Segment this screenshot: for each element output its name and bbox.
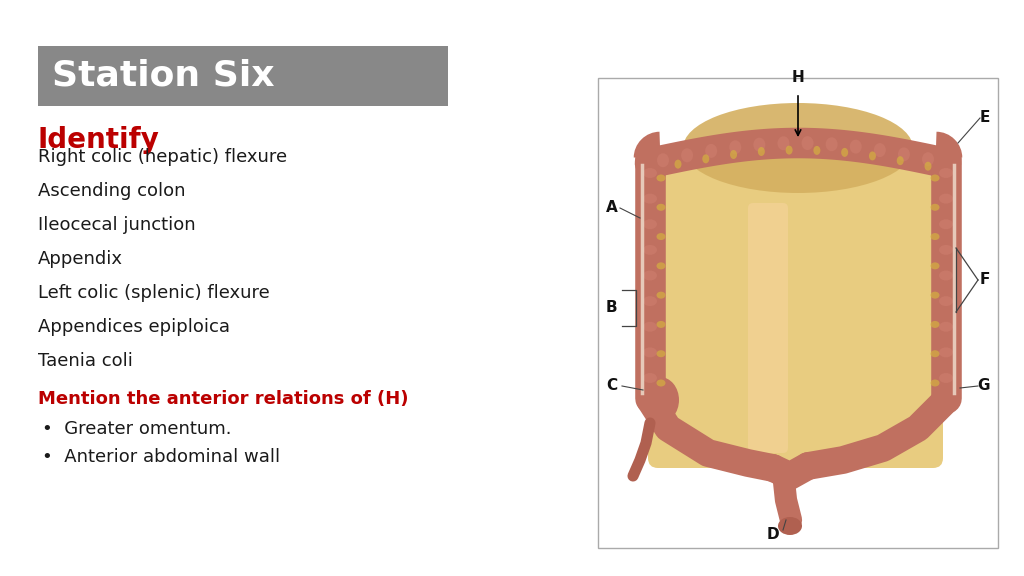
Text: Identify: Identify — [38, 126, 160, 154]
Ellipse shape — [931, 291, 939, 298]
Text: Station Six: Station Six — [52, 59, 274, 93]
FancyBboxPatch shape — [648, 158, 943, 468]
Ellipse shape — [869, 151, 876, 161]
Ellipse shape — [939, 322, 953, 332]
Ellipse shape — [643, 373, 657, 383]
Ellipse shape — [681, 149, 693, 162]
Ellipse shape — [850, 139, 862, 154]
Text: C: C — [606, 378, 617, 393]
Ellipse shape — [939, 373, 953, 383]
Ellipse shape — [729, 141, 741, 154]
Text: E: E — [980, 111, 990, 126]
Ellipse shape — [873, 143, 886, 157]
Ellipse shape — [643, 347, 657, 357]
Ellipse shape — [643, 271, 657, 281]
Ellipse shape — [931, 262, 939, 270]
Ellipse shape — [939, 271, 953, 281]
Ellipse shape — [656, 262, 666, 270]
Text: Ileocecal junction: Ileocecal junction — [38, 216, 196, 234]
FancyBboxPatch shape — [748, 203, 788, 453]
Ellipse shape — [754, 138, 765, 151]
Ellipse shape — [931, 380, 939, 386]
FancyBboxPatch shape — [38, 46, 449, 106]
Ellipse shape — [898, 147, 910, 161]
Text: F: F — [980, 272, 990, 287]
Ellipse shape — [813, 146, 820, 155]
Ellipse shape — [643, 194, 657, 204]
Ellipse shape — [656, 350, 666, 357]
Text: Appendix: Appendix — [38, 250, 123, 268]
Ellipse shape — [643, 168, 657, 178]
Ellipse shape — [931, 321, 939, 328]
Ellipse shape — [656, 233, 666, 240]
Ellipse shape — [643, 219, 657, 229]
Ellipse shape — [939, 168, 953, 178]
Ellipse shape — [939, 347, 953, 357]
Ellipse shape — [675, 160, 682, 169]
Text: Left colic (splenic) flexure: Left colic (splenic) flexure — [38, 284, 269, 302]
Text: D: D — [767, 527, 779, 542]
Text: •  Anterior abdominal wall: • Anterior abdominal wall — [42, 448, 281, 466]
Ellipse shape — [656, 175, 666, 181]
Ellipse shape — [656, 321, 666, 328]
Ellipse shape — [939, 245, 953, 255]
Text: •  Greater omentum.: • Greater omentum. — [42, 420, 231, 438]
Text: Appendices epiploica: Appendices epiploica — [38, 318, 230, 336]
Text: Right colic (hepatic) flexure: Right colic (hepatic) flexure — [38, 148, 287, 166]
Ellipse shape — [825, 137, 838, 151]
Ellipse shape — [939, 296, 953, 306]
Ellipse shape — [802, 136, 813, 150]
Ellipse shape — [643, 296, 657, 306]
Text: A: A — [606, 200, 617, 215]
Ellipse shape — [939, 194, 953, 204]
Ellipse shape — [643, 245, 657, 255]
Ellipse shape — [706, 144, 717, 158]
Ellipse shape — [656, 380, 666, 386]
Text: Taenia coli: Taenia coli — [38, 352, 133, 370]
Ellipse shape — [897, 156, 904, 165]
Ellipse shape — [778, 517, 802, 535]
Ellipse shape — [702, 154, 710, 164]
Text: H: H — [792, 70, 805, 85]
Ellipse shape — [758, 147, 765, 156]
Ellipse shape — [785, 146, 793, 154]
Text: G: G — [978, 378, 990, 393]
Text: Ascending colon: Ascending colon — [38, 182, 185, 200]
Text: B: B — [606, 301, 617, 316]
FancyBboxPatch shape — [598, 78, 998, 548]
Ellipse shape — [657, 153, 669, 167]
Ellipse shape — [922, 152, 934, 166]
Text: Mention the anterior relations of (H): Mention the anterior relations of (H) — [38, 390, 409, 408]
Ellipse shape — [841, 148, 848, 157]
Ellipse shape — [939, 219, 953, 229]
Ellipse shape — [730, 150, 737, 159]
Ellipse shape — [931, 175, 939, 181]
Ellipse shape — [931, 204, 939, 211]
Ellipse shape — [643, 322, 657, 332]
Ellipse shape — [925, 162, 932, 170]
Ellipse shape — [656, 204, 666, 211]
Ellipse shape — [777, 137, 790, 150]
Ellipse shape — [683, 103, 913, 193]
Ellipse shape — [641, 377, 679, 423]
Ellipse shape — [931, 233, 939, 240]
Ellipse shape — [931, 350, 939, 357]
Ellipse shape — [656, 291, 666, 298]
